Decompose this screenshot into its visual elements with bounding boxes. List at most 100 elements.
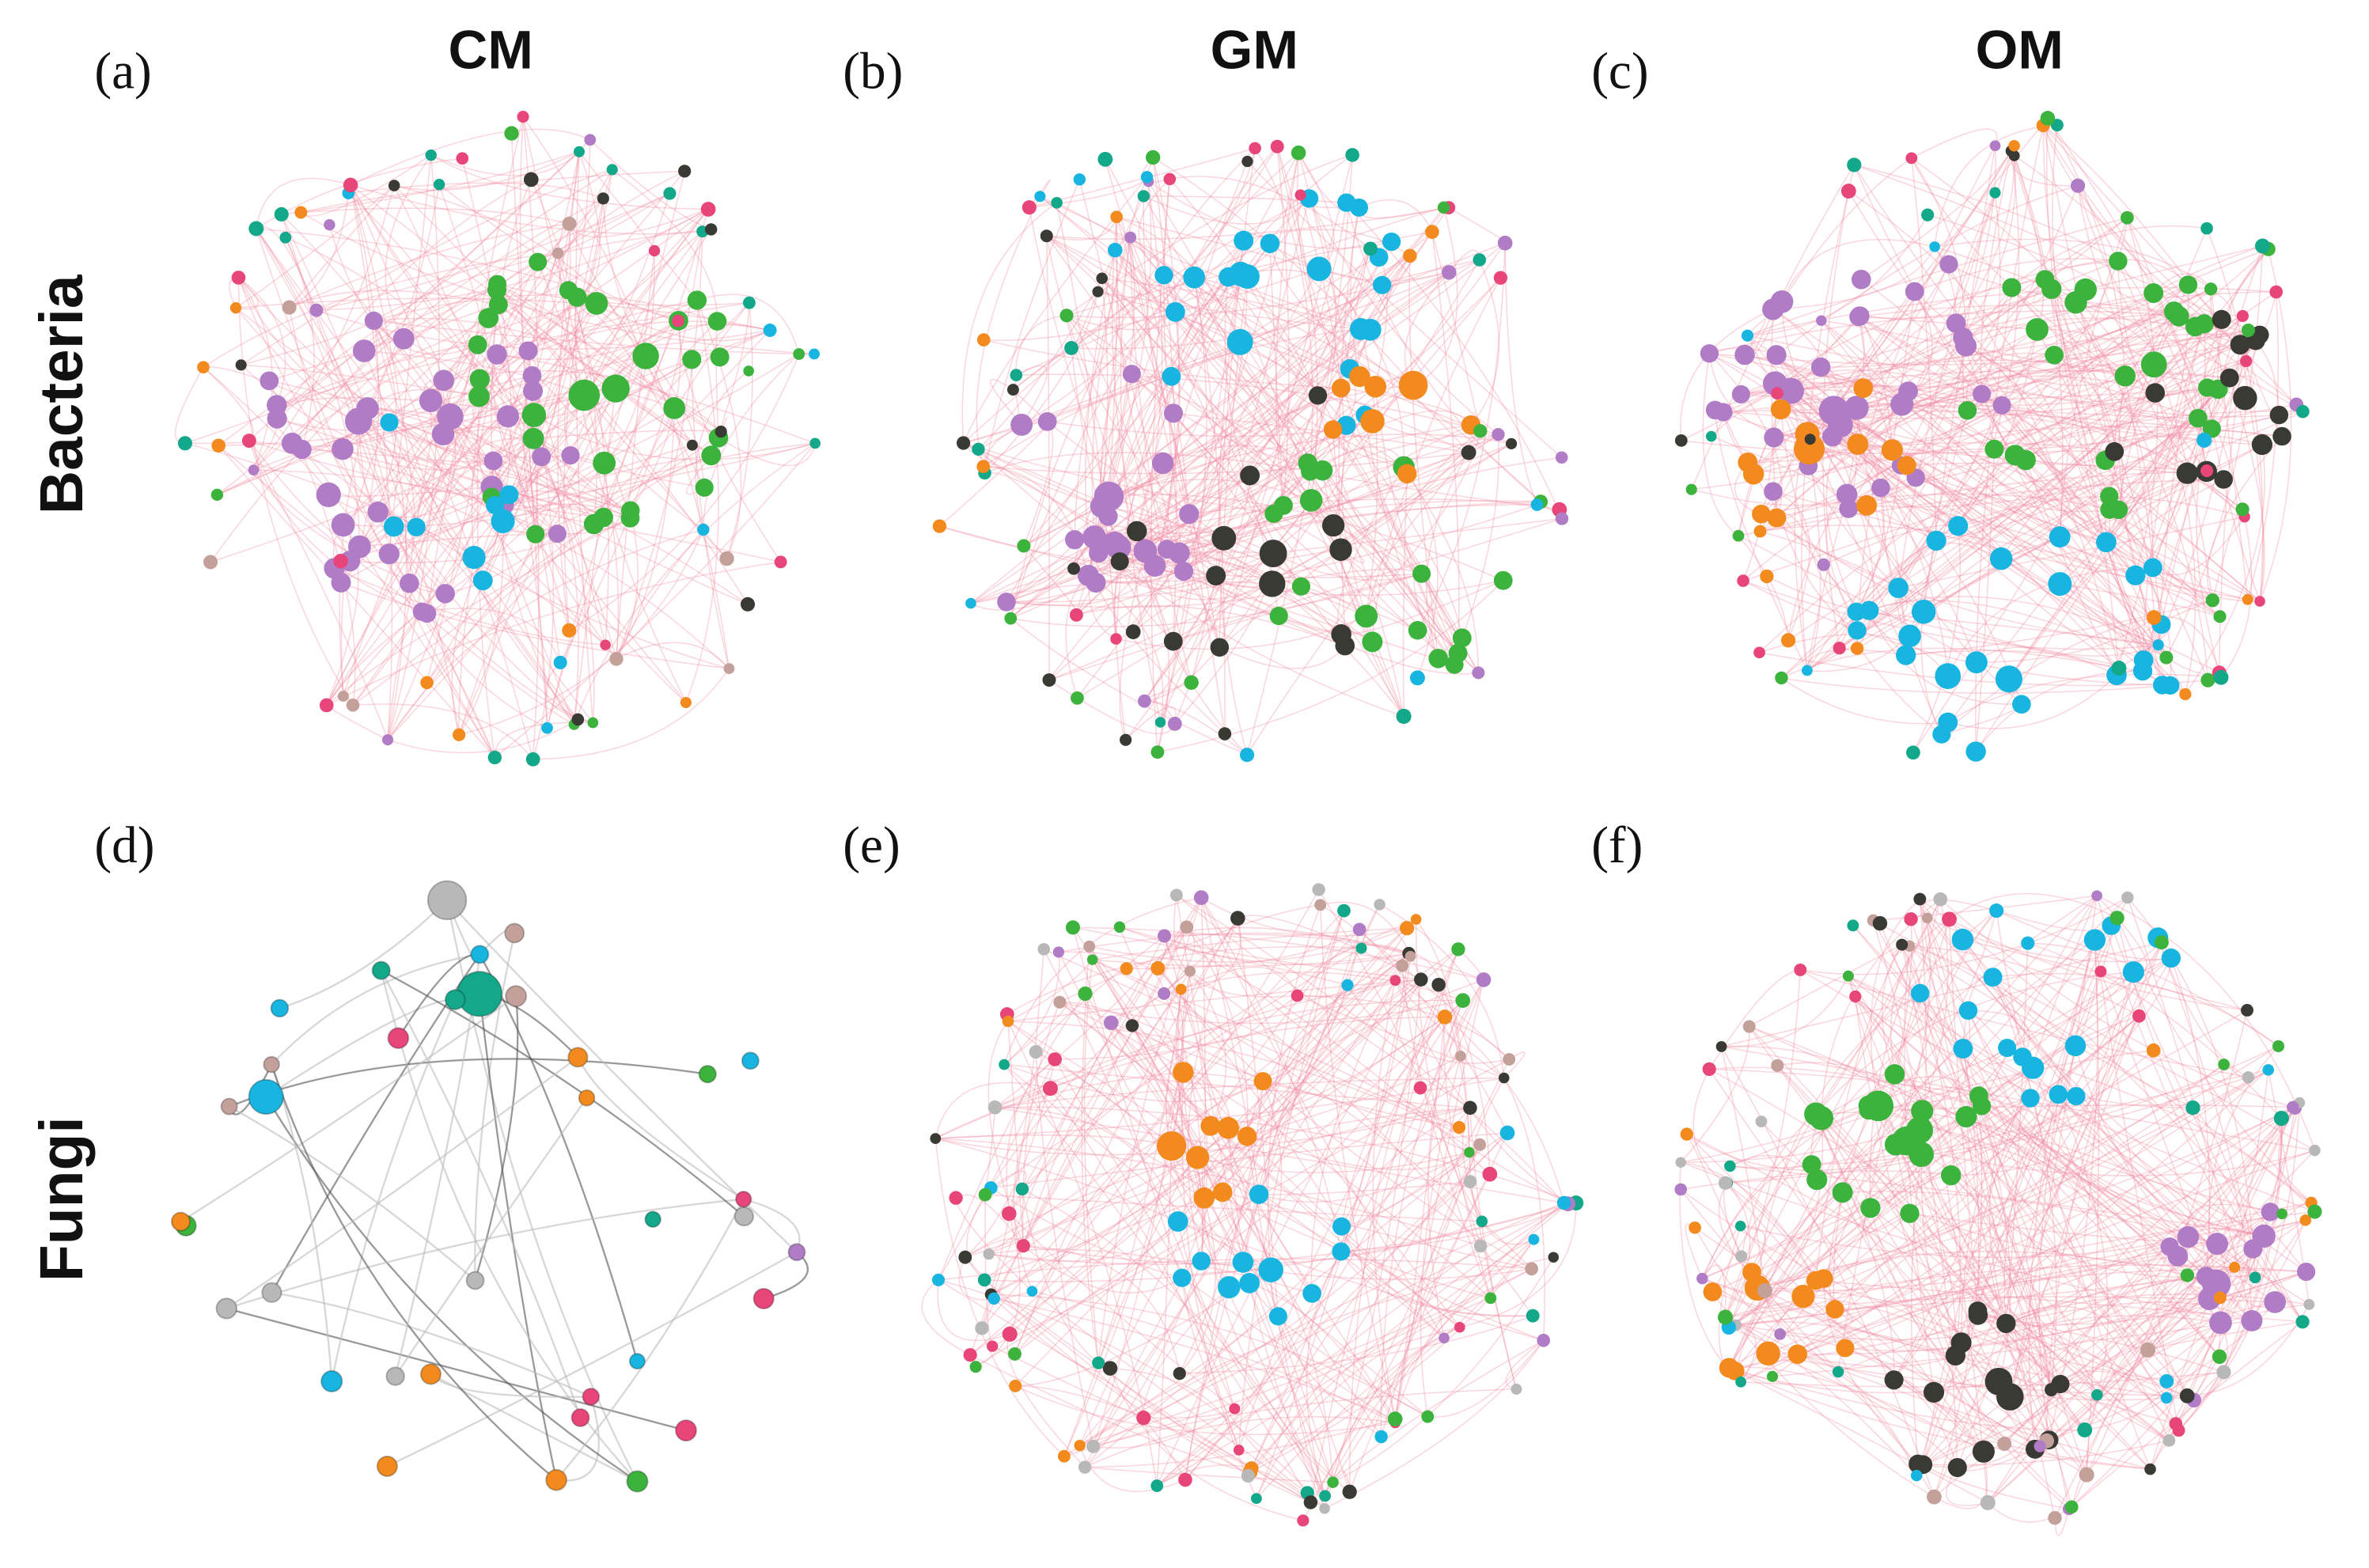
edge <box>1163 971 1463 1002</box>
edge <box>1957 1106 2294 1468</box>
node <box>1921 912 1933 924</box>
edge <box>256 228 679 322</box>
edge <box>935 1134 1172 1147</box>
edge <box>1359 199 1433 233</box>
edge <box>1154 312 1181 566</box>
edge <box>2210 289 2243 332</box>
node <box>1157 1131 1187 1161</box>
edge <box>1426 452 1469 659</box>
edge <box>1350 207 1361 377</box>
edge <box>1324 1339 1545 1509</box>
edge <box>1174 255 1411 725</box>
edge <box>1010 271 1450 619</box>
edge <box>1715 409 2107 543</box>
edge <box>1310 471 1479 673</box>
node <box>1973 384 1992 403</box>
edge <box>1962 1048 1980 1316</box>
edge <box>990 1187 1182 1279</box>
edge <box>1181 918 1417 1278</box>
node <box>1058 1449 1071 1463</box>
edge <box>326 525 359 706</box>
edge <box>567 290 609 646</box>
node <box>1398 370 1428 400</box>
edge <box>1728 971 2134 1328</box>
edge <box>2011 287 2126 377</box>
edge <box>1901 944 2149 1350</box>
node <box>1078 1460 1092 1474</box>
edge <box>1852 925 2220 1358</box>
edge <box>1772 246 1935 310</box>
edge <box>1724 899 1941 1318</box>
edge <box>1427 1000 1464 1339</box>
edge <box>1193 277 1423 574</box>
node <box>1548 1252 1559 1263</box>
node <box>663 397 686 419</box>
edge <box>1066 154 1353 316</box>
edge <box>1119 926 1421 980</box>
edge <box>326 302 597 706</box>
edge <box>1772 309 2167 658</box>
edge <box>1203 985 1348 1199</box>
node <box>279 231 292 244</box>
edge <box>1055 953 1410 1060</box>
edge <box>1922 1464 2070 1509</box>
edge <box>1254 147 1313 472</box>
edge <box>1708 353 1810 440</box>
edge <box>1143 195 1347 203</box>
node <box>1992 396 2011 415</box>
node <box>1461 445 1476 460</box>
node <box>1484 1292 1497 1305</box>
edge <box>1857 443 2188 474</box>
node <box>949 1191 963 1205</box>
edge <box>482 231 703 581</box>
edge <box>1744 318 1767 355</box>
node <box>2049 1085 2068 1104</box>
edge <box>269 380 631 511</box>
nodes <box>930 883 1584 1527</box>
edge <box>991 1194 1260 1347</box>
node <box>478 308 499 328</box>
edge <box>367 407 595 525</box>
edge <box>1977 1310 2170 1441</box>
node <box>2015 449 2036 471</box>
edge <box>389 422 475 559</box>
edge <box>1273 255 1411 514</box>
edge <box>1014 918 1238 1354</box>
node <box>1092 1356 1105 1369</box>
node <box>1260 233 1280 253</box>
edge <box>1870 1207 2151 1470</box>
edge <box>1856 284 2189 631</box>
edge <box>364 350 585 396</box>
edge <box>203 366 496 758</box>
edge <box>1163 935 1298 998</box>
node <box>1363 241 1378 256</box>
node <box>1150 745 1165 759</box>
node <box>1802 1155 1821 1175</box>
node <box>294 206 308 219</box>
node <box>526 525 545 543</box>
edge <box>1012 243 1271 391</box>
node <box>578 1089 596 1107</box>
edge <box>343 223 570 697</box>
node <box>1312 460 1333 481</box>
node <box>1833 642 1846 655</box>
edge <box>557 192 670 254</box>
edge <box>279 900 448 1009</box>
node <box>582 1387 601 1406</box>
edge <box>1340 1203 1568 1252</box>
edge <box>226 1198 744 1310</box>
nodes <box>1674 890 2322 1525</box>
edge <box>1926 918 2195 1401</box>
edge <box>1242 910 1345 1263</box>
edge <box>1996 910 2151 1470</box>
edge <box>1901 388 2219 407</box>
edge <box>1721 1046 2315 1151</box>
node <box>700 202 716 217</box>
edge <box>1870 1097 2031 1209</box>
edge <box>1246 452 1469 756</box>
edge <box>1855 329 2249 612</box>
edge <box>229 1105 476 1282</box>
node <box>1766 1370 1779 1382</box>
node <box>2152 639 2164 651</box>
edge <box>1761 513 2159 646</box>
